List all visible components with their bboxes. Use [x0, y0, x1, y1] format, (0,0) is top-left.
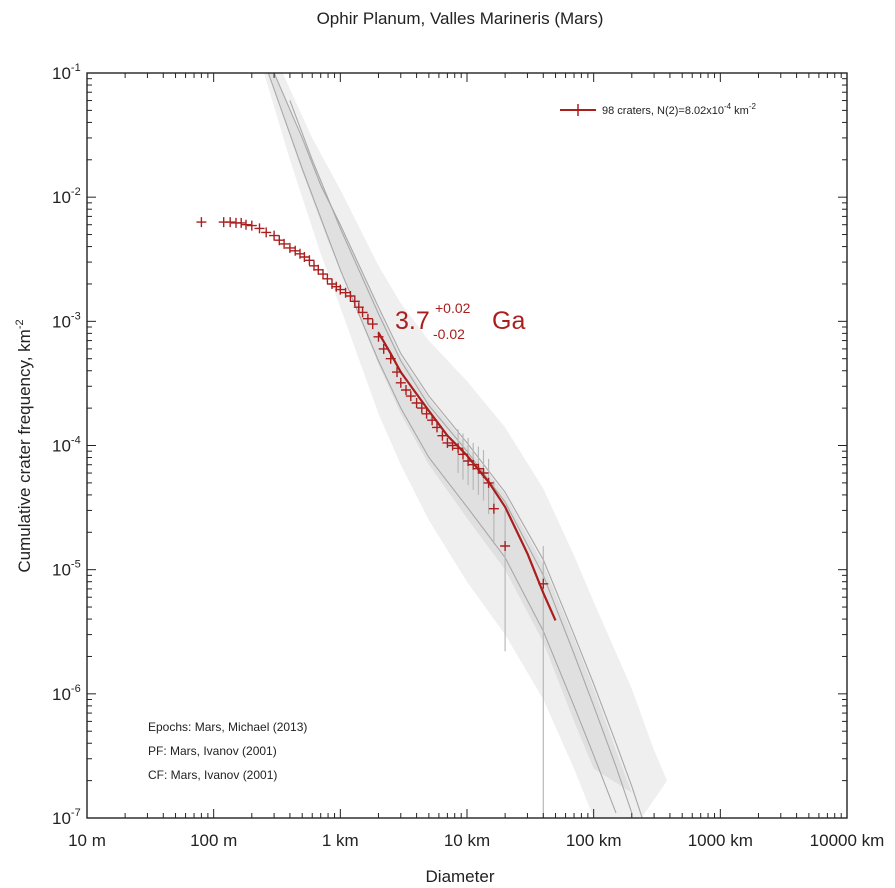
x-tick-label: 10 km	[444, 831, 490, 850]
model-age-plus: +0.02	[435, 300, 471, 316]
chart-title: Ophir Planum, Valles Marineris (Mars)	[317, 9, 604, 28]
legend-text: 98 craters, N(2)=8.02x10	[602, 105, 724, 117]
x-tick-label: 10000 km	[810, 831, 885, 850]
data-point	[318, 269, 328, 279]
data-point	[196, 217, 206, 227]
x-tick-labels: 10 m 100 m 1 km 10 km 100 km 1000 km 10000 km	[68, 831, 884, 850]
legend-unit: km	[731, 105, 749, 117]
data-point	[247, 221, 257, 231]
model-age-minus: -0.02	[433, 326, 465, 342]
x-tick-label: 100 m	[190, 831, 237, 850]
legend-label: 98 craters, N(2)=8.02x10-4 km-2	[602, 102, 757, 117]
model-age-unit: Ga	[492, 307, 525, 335]
annotation-cf: CF: Mars, Ivanov (2001)	[148, 768, 277, 782]
data-point	[236, 218, 246, 228]
x-tick-label: 10 m	[68, 831, 106, 850]
legend: 98 craters, N(2)=8.02x10-4 km-2	[560, 102, 757, 117]
y-tick-label: 10-7	[52, 807, 81, 828]
x-axis-label: Diameter	[426, 867, 495, 886]
legend-unit-exp: -2	[749, 102, 757, 111]
x-tick-label: 1 km	[322, 831, 359, 850]
annotations: Epochs: Mars, Michael (2013) PF: Mars, I…	[148, 720, 307, 782]
y-tick-label: 10-1	[52, 62, 81, 83]
y-tick-labels: 10-1 10-2 10-3 10-4 10-5 10-6 10-7	[52, 62, 81, 828]
annotation-pf: PF: Mars, Ivanov (2001)	[148, 744, 277, 758]
annotation-epochs: Epochs: Mars, Michael (2013)	[148, 720, 307, 734]
y-tick-label: 10-3	[52, 310, 81, 331]
y-tick-label: 10-4	[52, 435, 81, 456]
y-axis-label: Cumulative crater frequency, km-2	[14, 319, 34, 572]
x-tick-label: 1000 km	[688, 831, 753, 850]
data-point	[241, 220, 251, 230]
y-tick-label: 10-2	[52, 186, 81, 207]
y-tick-label: 10-5	[52, 559, 81, 580]
y-tick-label: 10-6	[52, 683, 81, 704]
model-age: 3.7	[395, 307, 430, 335]
y-axis-label-text: Cumulative crater frequency, km	[15, 329, 34, 572]
data-point	[225, 217, 235, 227]
plot-area	[196, 73, 667, 855]
y-axis-label-exp: -2	[14, 319, 26, 329]
x-tick-label: 100 km	[566, 831, 622, 850]
